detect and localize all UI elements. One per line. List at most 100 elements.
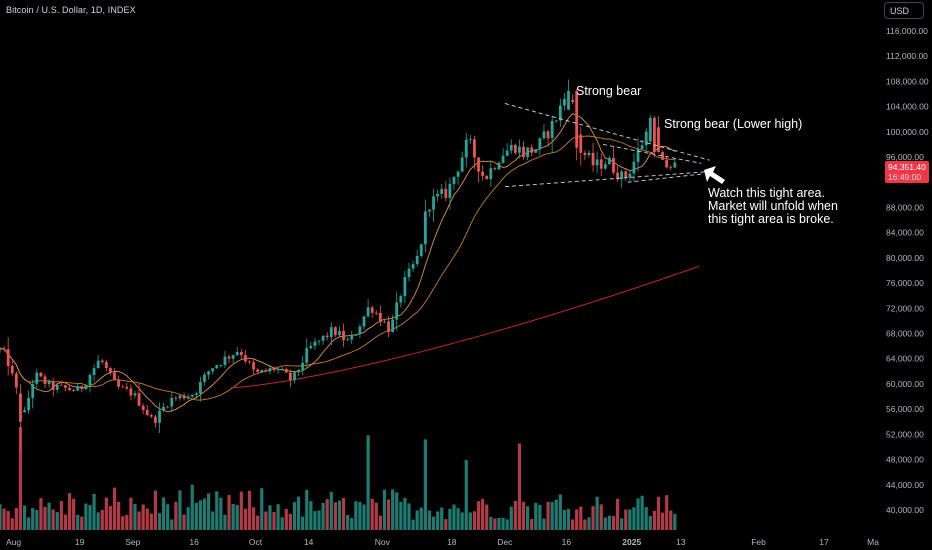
candle bbox=[325, 332, 329, 341]
y-tick-label: 64,000.00 bbox=[886, 354, 924, 364]
candle-body bbox=[317, 340, 321, 342]
candle-body bbox=[100, 360, 104, 362]
candle-body bbox=[223, 356, 227, 365]
candle-body bbox=[199, 381, 202, 394]
y-tick-label: 40,000.00 bbox=[886, 505, 924, 515]
candle-body bbox=[665, 159, 669, 168]
candle bbox=[395, 291, 399, 331]
candle bbox=[284, 367, 288, 373]
candle bbox=[113, 367, 116, 381]
candle-body bbox=[530, 147, 534, 153]
volume-bar bbox=[194, 502, 198, 530]
candle bbox=[305, 338, 309, 369]
y-tick-label: 112,000.00 bbox=[886, 51, 928, 61]
volume-bar bbox=[329, 491, 333, 530]
y-tick-label: 72,000.00 bbox=[886, 303, 924, 313]
candle bbox=[509, 139, 513, 154]
candle bbox=[333, 326, 337, 337]
volume-bars bbox=[0, 427, 677, 530]
candle-body bbox=[354, 334, 358, 336]
volume-bar bbox=[382, 489, 387, 530]
volume-bar bbox=[18, 427, 23, 530]
candle bbox=[460, 151, 464, 173]
candle-body bbox=[448, 184, 452, 198]
candle bbox=[199, 376, 202, 402]
x-tick-label: 19 bbox=[75, 537, 85, 547]
x-tick-label: 16 bbox=[562, 537, 572, 547]
annotations: Strong bear Strong bear (Lower high) Watch… bbox=[576, 84, 838, 226]
candle-body bbox=[219, 364, 223, 366]
candle bbox=[518, 139, 521, 159]
candle bbox=[411, 260, 415, 273]
volume-bar bbox=[636, 498, 640, 530]
candle bbox=[92, 364, 96, 382]
candle bbox=[378, 305, 382, 326]
candle bbox=[595, 151, 599, 174]
volume-bar bbox=[268, 505, 272, 530]
candle bbox=[166, 405, 170, 409]
volume-bar bbox=[517, 443, 522, 530]
volume-bar bbox=[247, 490, 252, 530]
y-tick-label: 108,000.00 bbox=[886, 76, 929, 86]
volume-bar bbox=[10, 518, 14, 530]
candle-body bbox=[522, 146, 525, 158]
volume-bar bbox=[251, 507, 256, 530]
candles bbox=[0, 79, 677, 451]
volume-bar bbox=[153, 490, 158, 530]
volume-bar bbox=[669, 510, 673, 530]
y-tick-label: 48,000.00 bbox=[886, 455, 924, 465]
candle-body bbox=[575, 90, 579, 148]
candle-body bbox=[51, 381, 55, 390]
volume-bar bbox=[378, 515, 382, 530]
candle-body bbox=[505, 150, 509, 156]
volume-bar bbox=[419, 507, 423, 530]
volume-bar bbox=[223, 514, 227, 530]
candle bbox=[612, 146, 615, 175]
candle bbox=[644, 128, 648, 152]
candle bbox=[530, 144, 534, 157]
volume-bar bbox=[276, 504, 280, 530]
candle-body bbox=[591, 152, 595, 166]
volume-bar bbox=[493, 518, 497, 530]
volume-bar bbox=[219, 497, 223, 530]
candle-body bbox=[154, 416, 157, 423]
volume-bar bbox=[186, 507, 190, 530]
candle-body bbox=[178, 395, 182, 399]
annotation-lower-high: Strong bear (Lower high) bbox=[664, 117, 802, 131]
volume-bar bbox=[579, 506, 583, 530]
candle bbox=[39, 371, 43, 378]
candle-body bbox=[538, 138, 542, 150]
candle-body bbox=[321, 335, 325, 341]
candle-body bbox=[313, 341, 317, 346]
x-tick-label: Sep bbox=[125, 537, 140, 547]
volume-bar bbox=[67, 493, 72, 530]
candle bbox=[354, 333, 358, 336]
candle-body bbox=[149, 415, 153, 417]
candle-body bbox=[358, 326, 362, 335]
volume-bar bbox=[509, 506, 513, 530]
candle bbox=[436, 189, 440, 202]
candle-body bbox=[72, 390, 76, 391]
candle bbox=[129, 384, 133, 401]
volume-bar bbox=[395, 492, 399, 530]
volume-bar bbox=[55, 512, 59, 530]
candle bbox=[477, 157, 480, 183]
y-tick-label: 96,000.00 bbox=[886, 152, 924, 162]
candle bbox=[244, 350, 247, 364]
candle-body bbox=[96, 360, 100, 369]
candle-body bbox=[554, 120, 558, 122]
bar-countdown: 16:49:00 bbox=[888, 172, 922, 182]
volume-bar bbox=[104, 497, 108, 530]
volume-bar bbox=[121, 516, 125, 530]
candle-body bbox=[563, 98, 566, 106]
candle bbox=[358, 323, 362, 339]
candle-body bbox=[411, 264, 415, 269]
volume-bar bbox=[538, 504, 542, 530]
candle bbox=[80, 385, 84, 393]
volume-bar bbox=[366, 435, 370, 530]
currency-button[interactable]: USD bbox=[884, 2, 924, 19]
candle-body bbox=[203, 374, 206, 382]
candle-body bbox=[301, 362, 305, 370]
volume-bar bbox=[644, 507, 648, 530]
